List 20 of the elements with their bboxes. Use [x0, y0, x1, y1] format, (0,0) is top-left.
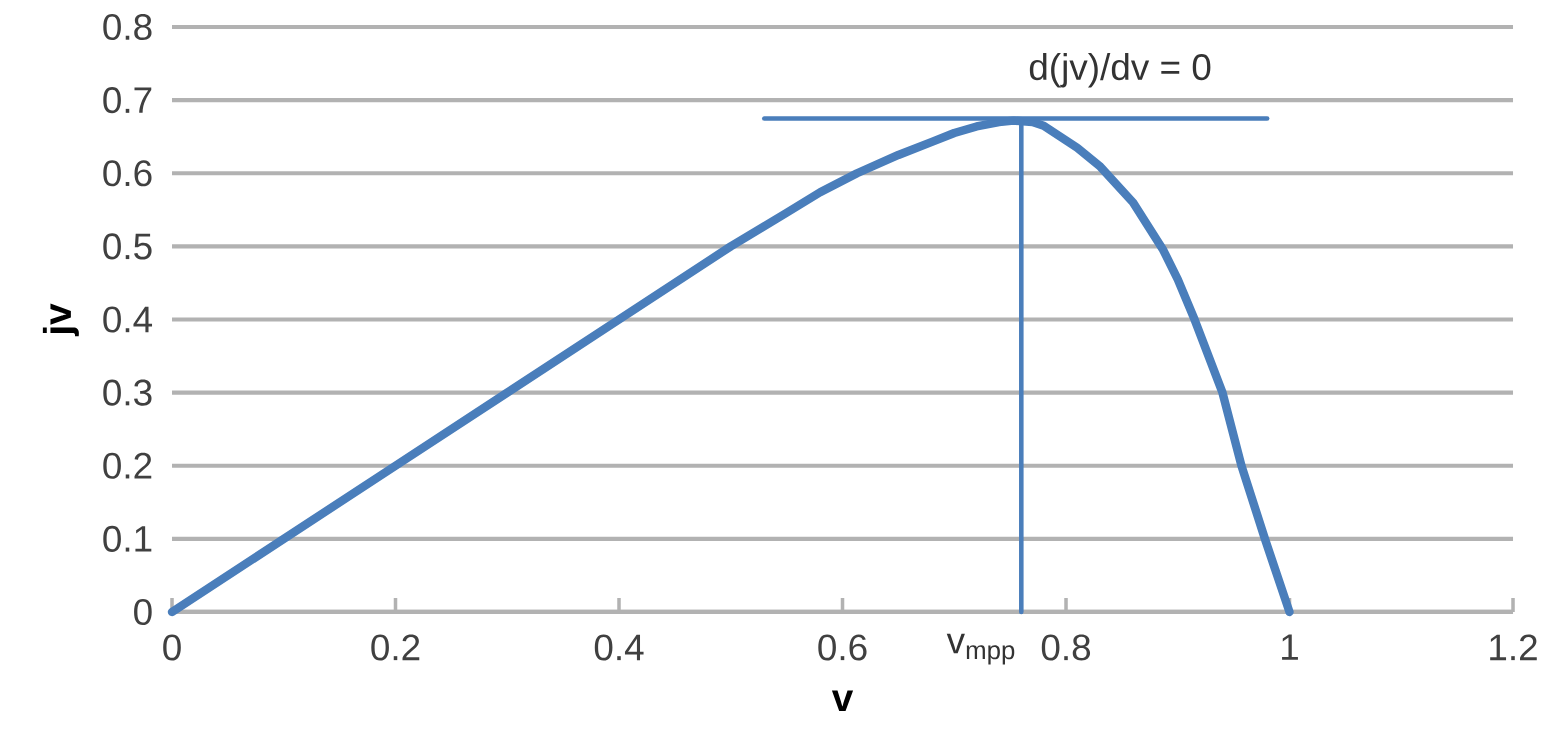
- y-axis-title: jv: [42, 303, 79, 337]
- x-tick-label: 0.4: [594, 634, 644, 661]
- annotation: d(jv)/dv = 0: [1029, 53, 1211, 88]
- x-tick-label: 1: [1282, 634, 1298, 660]
- y-tick-label: 0.1: [103, 525, 152, 552]
- x-tick-label: 0.2: [371, 634, 420, 661]
- x-tick-label: 0.8: [1041, 634, 1091, 661]
- y-tick-label: 0.6: [103, 160, 152, 187]
- y-tick-label: 0.4: [103, 306, 153, 333]
- x-tick-label: 1.2: [1490, 634, 1537, 661]
- y-tick-label: 0.5: [103, 233, 152, 260]
- y-tick-label: 0.8: [103, 13, 152, 41]
- y-tick-label: 0.7: [103, 87, 152, 114]
- y-tick-label: 0.3: [103, 379, 152, 406]
- x-tick-label: 0: [163, 634, 181, 661]
- annotation: v$_{mpp}$: [946, 633, 1015, 665]
- x-axis-title: v: [831, 690, 854, 711]
- y-tick-label: 0: [134, 598, 152, 626]
- x-tick-label: 0.6: [818, 634, 867, 661]
- y-tick-label: 0.2: [103, 452, 152, 479]
